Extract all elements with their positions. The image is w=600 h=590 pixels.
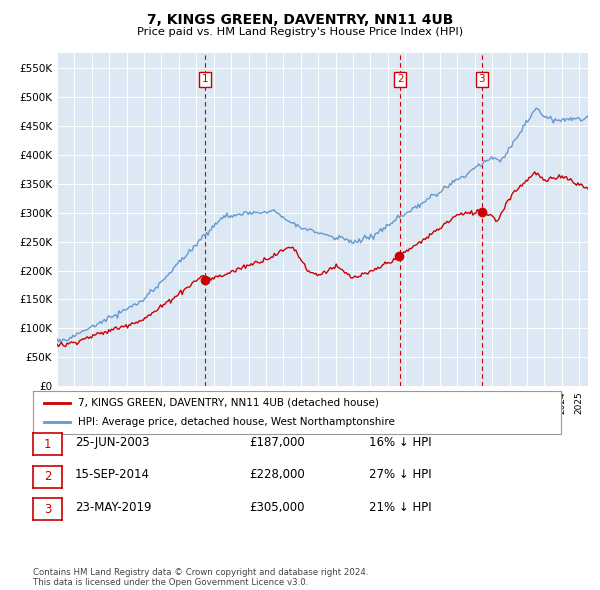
Text: 3: 3 [44,503,51,516]
Text: 2: 2 [44,470,51,483]
Text: 1: 1 [202,74,208,84]
Text: Price paid vs. HM Land Registry's House Price Index (HPI): Price paid vs. HM Land Registry's House … [137,27,463,37]
Text: 3: 3 [478,74,485,84]
Text: £305,000: £305,000 [249,501,305,514]
Text: Contains HM Land Registry data © Crown copyright and database right 2024.
This d: Contains HM Land Registry data © Crown c… [33,568,368,587]
Text: £228,000: £228,000 [249,468,305,481]
Text: 1: 1 [44,438,51,451]
Text: 25-JUN-2003: 25-JUN-2003 [75,436,149,449]
Text: HPI: Average price, detached house, West Northamptonshire: HPI: Average price, detached house, West… [78,417,395,427]
Text: 7, KINGS GREEN, DAVENTRY, NN11 4UB (detached house): 7, KINGS GREEN, DAVENTRY, NN11 4UB (deta… [78,398,379,408]
Text: 27% ↓ HPI: 27% ↓ HPI [369,468,431,481]
Text: 23-MAY-2019: 23-MAY-2019 [75,501,151,514]
Text: 16% ↓ HPI: 16% ↓ HPI [369,436,431,449]
Text: 2: 2 [397,74,403,84]
Text: 21% ↓ HPI: 21% ↓ HPI [369,501,431,514]
Text: £187,000: £187,000 [249,436,305,449]
Text: 15-SEP-2014: 15-SEP-2014 [75,468,150,481]
Text: 7, KINGS GREEN, DAVENTRY, NN11 4UB: 7, KINGS GREEN, DAVENTRY, NN11 4UB [147,13,453,27]
